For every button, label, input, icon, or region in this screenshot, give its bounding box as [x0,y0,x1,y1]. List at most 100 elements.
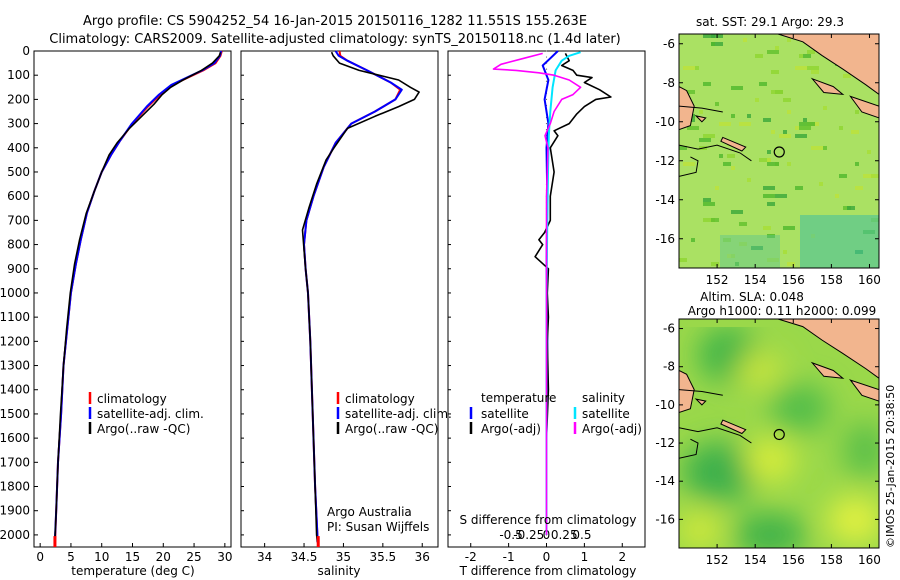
x-tick-label: -1 [503,550,515,564]
depth-tick-label: 1100 [0,310,30,324]
sla-reef-outline [679,389,723,396]
sst-pixel [783,226,795,230]
sst-cool-patch [720,235,780,268]
depth-tick-label: 0 [22,44,30,58]
legend-label-t-argo: Argo(-adj) [481,422,541,436]
salinity-axis: 34 34.5 35 35.5 36 [257,543,430,564]
sst-pixel [703,218,715,222]
zero-reference-dot [545,122,548,125]
depth-tick-label: 100 [7,68,30,82]
depth-tick-label: 1000 [0,286,30,300]
s-difference-tick-label: -0.5 [499,528,522,542]
sst-land-solomons [777,34,879,96]
sst-pixel [699,138,711,142]
difference-legend: temperature salinity satellite Argo(-adj… [469,391,642,436]
sst-pixel [735,262,739,266]
x-tick-label: 10 [94,550,109,564]
sst-pixel [807,66,819,70]
depth-tick-label: 900 [7,262,30,276]
sst-pixel [695,66,699,70]
x-tick-label: 0 [36,550,44,564]
x-tick-label: 5 [67,550,75,564]
sla-map-title-line2: Argo h1000: 0.11 h2000: 0.099 [688,304,877,318]
sst-pixel [767,158,771,162]
sla-lat-label: -12 [655,436,675,450]
sst-pixel [811,146,823,150]
sla-low-blob [843,422,879,478]
sst-pixel [723,238,731,242]
x-tick-label: 30 [217,550,232,564]
sla-land-island [720,419,747,435]
sst-pixel [795,134,799,138]
sst-pixel [819,182,823,186]
sst-lat-label: -16 [655,232,675,246]
x-tick-label: 35.5 [369,550,396,564]
depth-tick-label: 1800 [0,480,30,494]
sst-pixel [835,194,839,198]
sst-pixel [795,186,803,190]
depth-tick-label: 300 [7,117,30,131]
sst-pixel [795,126,799,130]
sst-pixel [711,42,723,46]
series-line-argo [54,51,222,540]
sst-float-marker [773,146,785,158]
sst-pixel [811,70,819,74]
sla-land-island [849,379,879,402]
sst-pixel [687,126,699,130]
sst-map [679,34,879,268]
sst-pixel [711,218,719,222]
series-line-satellite-adj-clim- [53,50,223,540]
sst-pixel [703,202,715,206]
depth-tick-label: 2000 [0,528,30,542]
sst-pixel [751,246,763,250]
sst-map-frame [678,33,880,269]
sst-pixel [763,186,775,190]
x-tick-label: 1 [581,550,589,564]
sst-pixel [703,198,711,202]
sla-map-title-line1: Altim. SLA: 0.048 [700,290,804,304]
sst-pixel [711,42,715,46]
sst-pixel [767,162,779,166]
sst-pixel [703,34,715,38]
depth-tick-label: 1900 [0,504,30,518]
sst-pixel [755,54,763,58]
sst-pixel [767,50,779,54]
series-line-s-satellite [545,51,581,535]
sst-pixel [687,90,695,94]
legend-label-climatology: climatology [345,392,415,406]
sla-high-blob [679,510,722,548]
sst-pixel [739,122,751,126]
sst-pixel [767,234,775,238]
legend-label-argo: Argo(..raw -QC) [97,422,190,436]
sst-lon-label: 156 [782,273,805,287]
sst-pixel [803,118,807,122]
x-tick-label: 2 [618,550,626,564]
sla-lon-label: 154 [744,553,767,567]
t-difference-axis-label: T difference from climatology [459,564,637,578]
depth-tick-label: 1700 [0,455,30,469]
depth-tick-label: 1300 [0,359,30,373]
sst-pixel [771,130,775,134]
depth-tick-label: 700 [7,213,30,227]
sst-lat-label: -12 [655,154,675,168]
x-tick-label: 25 [186,550,201,564]
series-line-climatology [303,50,402,548]
sst-pixel [787,38,791,42]
sst-pixel [743,38,747,42]
zero-reference-dot [545,56,548,58]
sst-pixel [871,174,879,178]
salinity-legend: climatology satellite-adj. clim. Argo(..… [336,392,452,436]
sst-pixel [775,194,787,198]
sla-high-blob [744,438,796,482]
sla-float-marker [773,428,785,441]
sst-pixel [723,162,731,166]
series-line-s-argo-adj- [492,52,582,535]
sst-pixel [679,146,687,150]
legend-header-salinity: salinity [582,391,625,405]
sst-pixel [823,146,827,150]
sst-pixel [727,154,735,158]
sst-pixel [747,178,751,182]
zero-reference-dot [545,68,548,70]
sst-pixel [767,150,771,154]
sst-pixel [771,70,779,74]
